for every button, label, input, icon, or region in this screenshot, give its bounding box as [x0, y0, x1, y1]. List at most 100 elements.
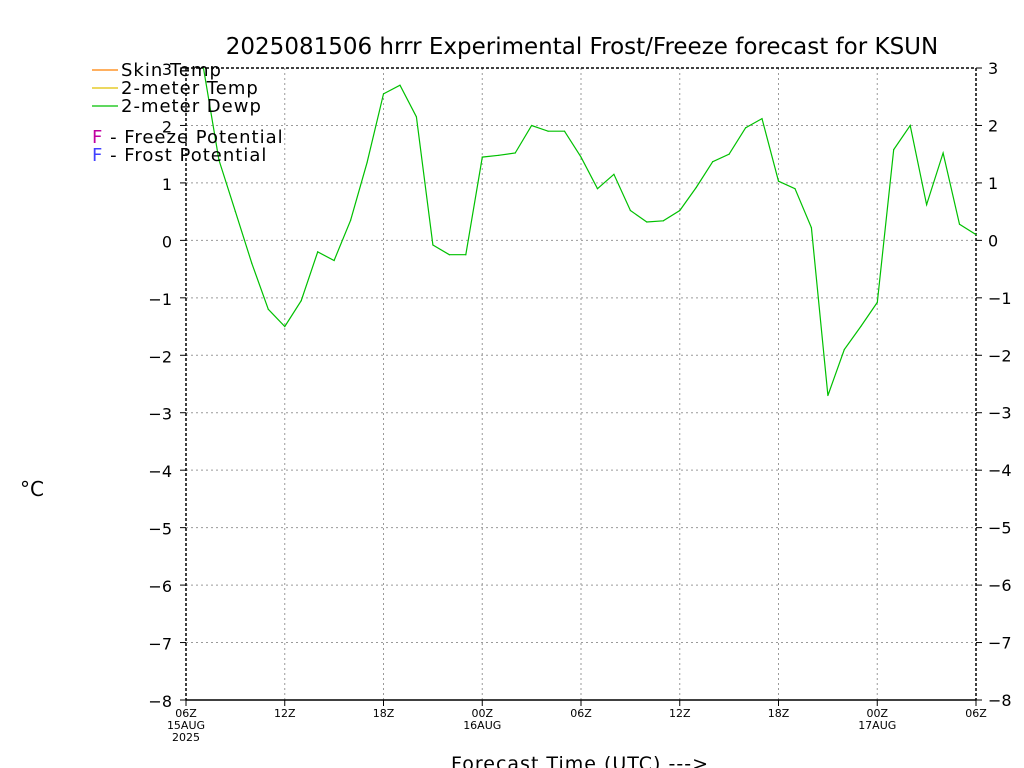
data-point	[810, 227, 813, 229]
y-tick-label-right: −3	[988, 404, 1012, 423]
x-tick-label: 06Z	[570, 707, 592, 720]
y-tick-label-left: −5	[148, 520, 172, 539]
data-point	[761, 117, 763, 120]
y-tick-label-right: −5	[988, 519, 1012, 538]
data-point	[629, 209, 631, 212]
legend-symbol-entry: F - Freeze Potential	[92, 127, 284, 148]
data-point	[267, 308, 269, 310]
x-axis-label: Forecast Time (UTC) --->	[451, 753, 709, 768]
x-tick-label: 2025	[172, 731, 200, 744]
y-tick-labels-left: 3 2 1 0 −1 −2 −3 −4 −5 −6 −7 −8	[148, 60, 172, 711]
data-point	[366, 162, 368, 164]
y-tick-label-left: −2	[148, 347, 172, 366]
y-axis-label: °C	[20, 477, 44, 501]
data-point	[415, 116, 418, 118]
data-point	[942, 152, 944, 154]
y-tick-label-right: −1	[988, 289, 1012, 308]
x-tick-label: 00Z	[866, 707, 888, 720]
y-tick-label-right: 1	[988, 174, 998, 193]
x-tick-label: 06Z	[965, 707, 987, 720]
legend-symbol-label: - Freeze Potential	[103, 127, 283, 148]
legend-symbol-entry: F - Frost Potential	[92, 145, 267, 166]
legend-label: 2-meter Dewp	[121, 96, 262, 117]
data-point	[481, 156, 483, 158]
data-point	[300, 300, 302, 302]
data-point	[531, 124, 533, 127]
data-point	[563, 130, 566, 132]
y-tick-label-right: −2	[988, 346, 1012, 365]
legend-symbol: F	[92, 145, 103, 166]
y-tick-label-left: 3	[162, 60, 172, 79]
grid-lines	[186, 68, 976, 700]
data-point	[251, 262, 253, 264]
y-tick-label-left: 2	[162, 117, 172, 136]
x-tick-label: 18Z	[768, 707, 790, 720]
x-tick-label: 15AUG	[167, 719, 205, 732]
legend-symbol-label: - Frost Potential	[103, 145, 267, 166]
data-point	[448, 254, 450, 256]
legend-label: 2-meter Temp	[121, 78, 259, 99]
y-tick-label-left: −1	[148, 290, 172, 309]
data-point	[498, 154, 500, 156]
y-tick-label-left: −6	[148, 577, 172, 596]
data-point	[218, 159, 220, 161]
data-point	[333, 259, 335, 262]
data-point	[399, 84, 401, 86]
data-point	[547, 130, 549, 132]
legend-symbol: F	[92, 127, 103, 148]
plot-frame	[180, 67, 982, 706]
data-point	[695, 186, 697, 189]
y-tick-label-left: 0	[162, 232, 172, 251]
y-tick-label-left: 1	[162, 175, 172, 194]
chart-title: 2025081506 hrrr Experimental Frost/Freez…	[226, 34, 938, 60]
y-tick-label-right: −7	[988, 634, 1012, 653]
y-tick-label-right: 3	[988, 59, 998, 78]
data-point	[679, 209, 681, 212]
data-point	[794, 188, 796, 190]
data-point	[382, 93, 385, 95]
x-tick-label: 12Z	[669, 707, 691, 720]
y-tick-label-left: −4	[148, 462, 172, 481]
data-point	[843, 348, 845, 351]
y-tick-labels-right: 3 2 1 0 −1 −2 −3 −4 −5 −6 −7 −8	[988, 59, 1012, 710]
data-point	[975, 234, 977, 236]
legend-label: Skin Temp	[121, 60, 222, 81]
data-point	[777, 180, 780, 182]
data-point	[465, 254, 467, 256]
data-point	[317, 251, 319, 253]
data-point	[876, 301, 878, 304]
y-tick-label-left: −3	[148, 405, 172, 424]
data-point	[958, 223, 961, 225]
x-tick-label: 17AUG	[858, 719, 896, 732]
data-point	[284, 325, 286, 328]
y-tick-label-right: 2	[988, 116, 998, 135]
y-tick-label-right: −6	[988, 576, 1012, 595]
data-point	[909, 124, 911, 127]
x-tick-label: 16AUG	[463, 719, 501, 732]
data-point	[646, 221, 648, 223]
y-tick-label-left: −8	[148, 692, 172, 711]
data-point	[613, 173, 615, 175]
data-point	[860, 325, 862, 328]
data-point	[728, 153, 730, 155]
series-group	[202, 68, 977, 397]
data-point	[349, 219, 352, 221]
x-tick-label: 00Z	[471, 707, 493, 720]
y-tick-label-right: −4	[988, 461, 1012, 480]
data-point	[662, 220, 664, 222]
data-point	[234, 211, 236, 213]
data-point	[712, 161, 714, 163]
data-point	[744, 127, 747, 129]
data-point	[893, 148, 895, 151]
x-tick-label: 12Z	[274, 707, 296, 720]
x-tick-label: 18Z	[373, 707, 395, 720]
y-tick-label-left: −7	[148, 635, 172, 654]
data-point	[514, 152, 516, 154]
x-tick-label: 06Z	[175, 707, 197, 720]
data-point	[580, 156, 582, 158]
data-point	[926, 204, 928, 206]
y-tick-label-right: 0	[988, 231, 998, 250]
